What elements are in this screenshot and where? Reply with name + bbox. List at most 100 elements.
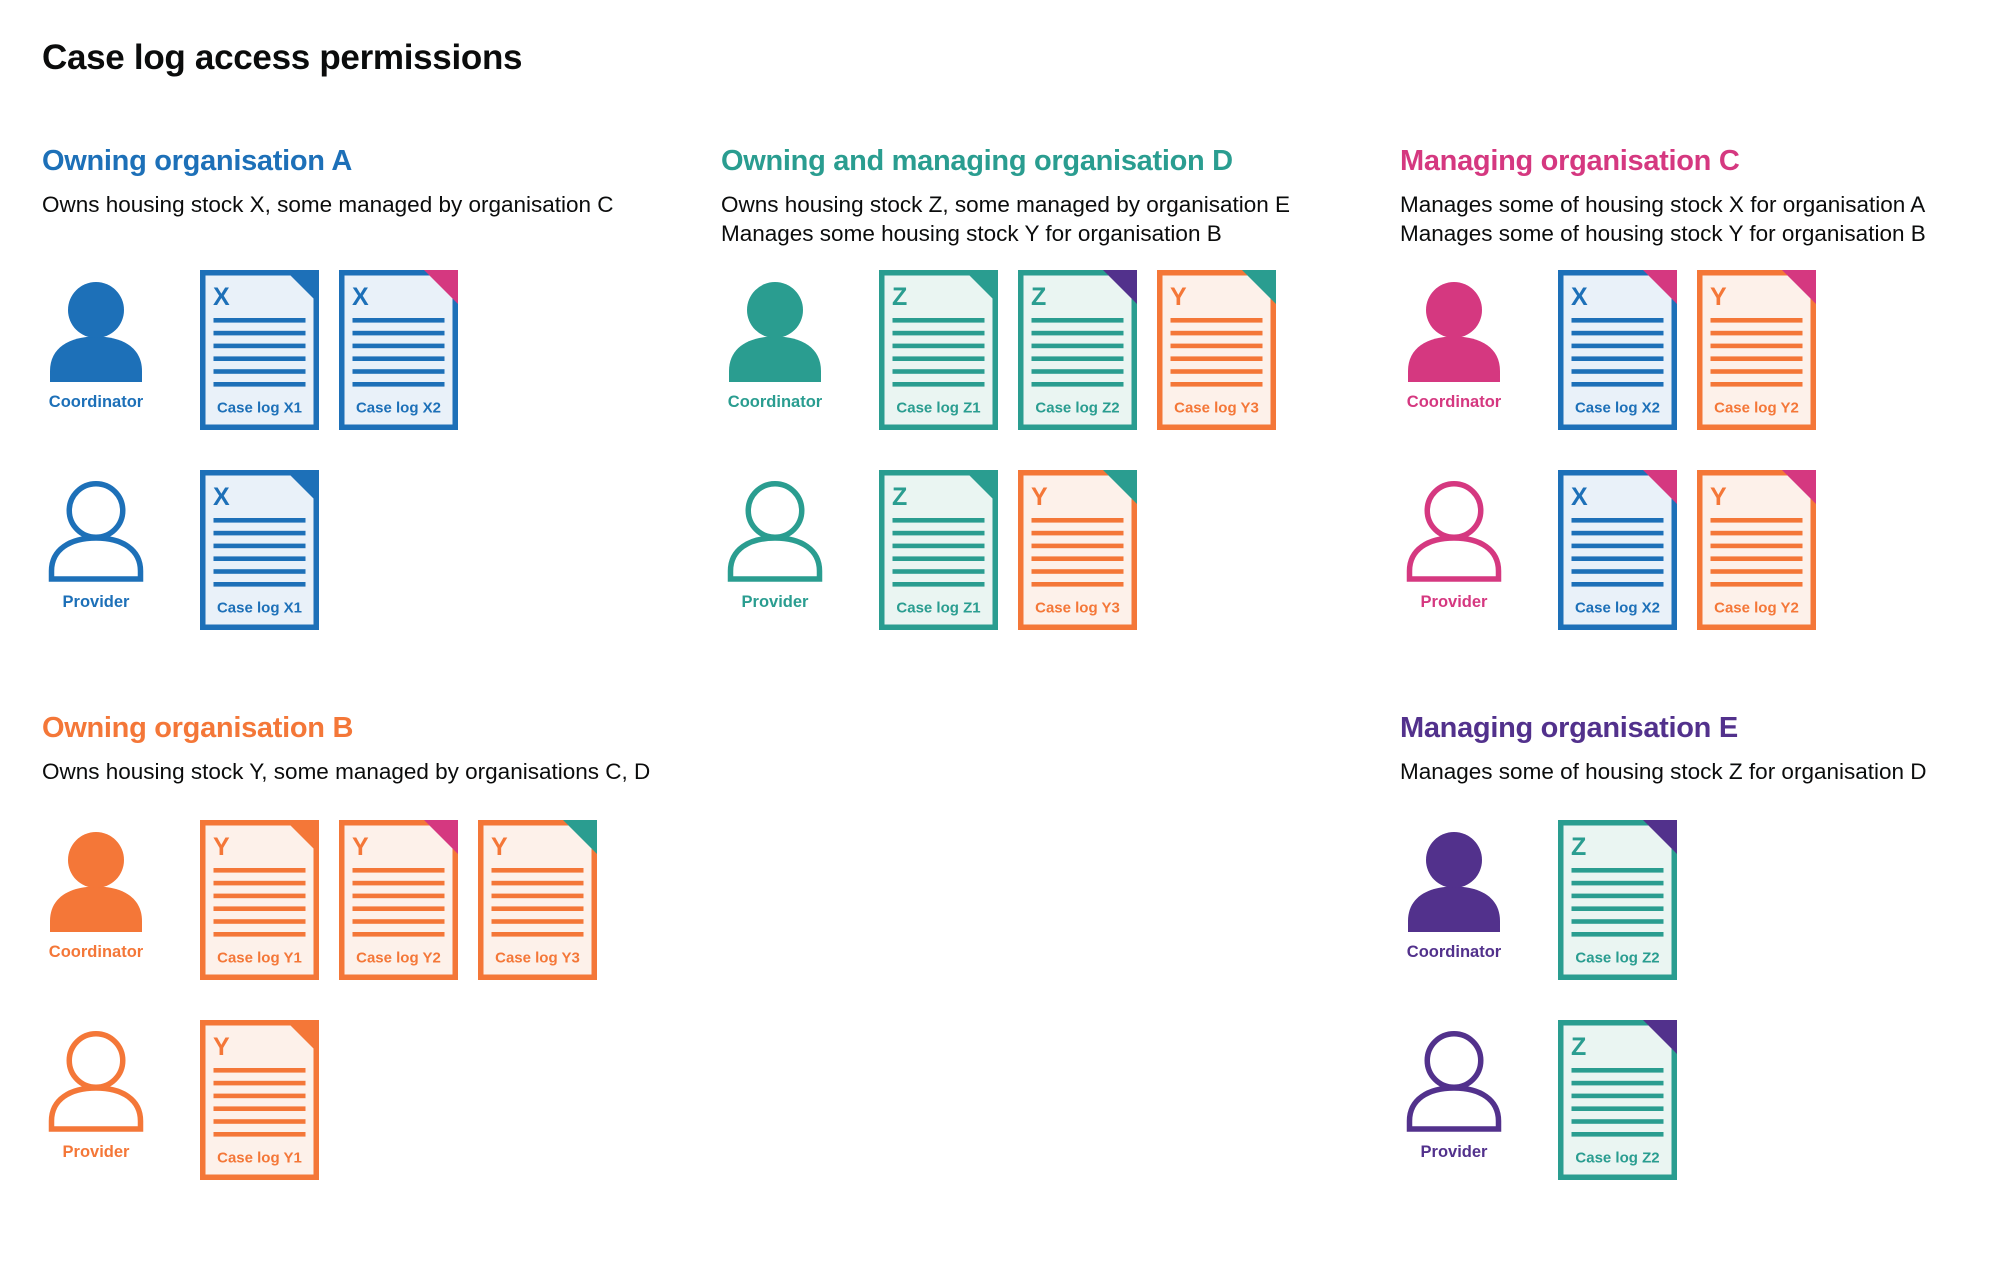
doc-body — [200, 270, 319, 430]
doc-text-line — [1170, 369, 1263, 374]
doc-text-line — [1710, 543, 1803, 549]
doc-text-line — [1031, 356, 1124, 361]
coordinator-figure: Coordinator — [721, 270, 829, 412]
person-icon — [1406, 481, 1502, 582]
doc-text-line — [1571, 518, 1664, 523]
case-log-document-icon: X Case log X2 — [1558, 470, 1677, 630]
person-body — [729, 336, 821, 382]
provider-person-icon — [1404, 477, 1504, 582]
provider-person-icon — [46, 477, 146, 582]
doc-body — [1558, 470, 1677, 630]
doc-body — [200, 1020, 319, 1180]
page-title: Case log access permissions — [42, 38, 523, 77]
doc-text-line — [352, 318, 445, 323]
doc-text-line — [892, 382, 985, 387]
role-label: Provider — [741, 593, 809, 611]
coordinator-person-icon — [46, 277, 146, 382]
doc-text-line — [352, 868, 445, 873]
case-log-docs: Y Case log Y1 Y Case log Y2 Y Case log Y… — [200, 820, 597, 980]
doc-text-line — [352, 880, 445, 886]
person-body — [1406, 1085, 1502, 1132]
doc-label: Case log Z2 — [1575, 1150, 1659, 1167]
case-log-document-icon: Y Case log Y3 — [1018, 470, 1137, 630]
doc-label: Case log Z1 — [896, 400, 980, 417]
provider-figure: Provider — [42, 1020, 150, 1162]
case-log-doc: Y Case log Y3 — [1018, 470, 1137, 630]
doc-text-line — [213, 356, 306, 361]
doc-text-line — [892, 556, 985, 561]
doc-label: Case log Y1 — [217, 1150, 302, 1167]
doc-text-line — [213, 906, 306, 911]
doc-text-line — [892, 356, 985, 361]
doc-text-line — [1710, 330, 1803, 336]
doc-text-line — [892, 582, 985, 587]
doc-label: Case log Z2 — [1575, 950, 1659, 967]
doc-text-line — [1031, 343, 1124, 349]
doc-label: Case log Z2 — [1035, 400, 1119, 417]
doc-text-line — [1571, 880, 1664, 886]
case-log-document-icon: Z Case log Z2 — [1558, 820, 1677, 980]
person-head — [66, 481, 126, 540]
doc-text-line — [1571, 906, 1664, 911]
doc-label: Case log X2 — [1575, 600, 1660, 617]
doc-text-line — [213, 582, 306, 587]
coordinator-row: Coordinator Y Case log Y1 Y Case log Y2 … — [42, 820, 597, 980]
person-body — [1406, 535, 1502, 582]
doc-body — [1558, 1020, 1677, 1180]
person-head — [66, 1031, 126, 1090]
doc-text-line — [213, 382, 306, 387]
case-log-docs: X Case log X2 Y Case log Y2 — [1558, 270, 1816, 430]
doc-text-line — [1710, 382, 1803, 387]
doc-text-line — [213, 932, 306, 937]
doc-text-line — [892, 543, 985, 549]
case-log-document-icon: Y Case log Y2 — [339, 820, 458, 980]
provider-person-icon — [1404, 1027, 1504, 1132]
doc-body — [339, 820, 458, 980]
doc-text-line — [352, 382, 445, 387]
coordinator-row: Coordinator Z Case log Z1 Z Case log Z2 … — [721, 270, 1276, 430]
case-log-doc: Z Case log Z1 — [879, 470, 998, 630]
doc-text-line — [1710, 356, 1803, 361]
doc-text-line — [1710, 518, 1803, 523]
doc-label: Case log X2 — [356, 400, 441, 417]
doc-text-line — [892, 569, 985, 574]
doc-text-line — [1031, 530, 1124, 536]
person-head — [1426, 282, 1482, 338]
role-label: Coordinator — [1406, 393, 1502, 411]
doc-corner-fold — [1643, 470, 1677, 504]
case-log-docs: X Case log X2 Y Case log Y2 — [1558, 470, 1816, 630]
description-line: Manages some of housing stock Y for orga… — [1400, 221, 1926, 246]
case-log-document-icon: Y Case log Y2 — [1697, 470, 1816, 630]
section-description: Owns housing stock Y, some managed by or… — [42, 757, 650, 786]
doc-text-line — [213, 556, 306, 561]
person-icon — [50, 282, 142, 382]
doc-corner-fold — [1242, 270, 1276, 304]
doc-label: Case log Y3 — [495, 950, 580, 967]
section-title: Owning organisation A — [42, 145, 353, 177]
case-log-docs: Z Case log Z1 Y Case log Y3 — [879, 470, 1137, 630]
person-head — [1424, 1031, 1484, 1090]
case-log-document-icon: Z Case log Z2 — [1018, 270, 1137, 430]
doc-text-line — [1571, 1080, 1664, 1086]
doc-text-line — [1571, 919, 1664, 924]
case-log-doc: Y Case log Y2 — [339, 820, 458, 980]
doc-body — [1558, 270, 1677, 430]
doc-corner-fold — [285, 820, 319, 854]
doc-text-line — [892, 530, 985, 536]
doc-corner-fold — [424, 270, 458, 304]
person-icon — [729, 282, 821, 382]
doc-text-line — [1571, 343, 1664, 349]
case-log-doc: X Case log X1 — [200, 470, 319, 630]
doc-text-line — [1571, 530, 1664, 536]
person-head — [745, 481, 805, 540]
doc-text-line — [213, 1132, 306, 1137]
doc-stock-letter: Y — [213, 1033, 230, 1061]
doc-stock-letter: Y — [1031, 483, 1048, 511]
doc-text-line — [213, 1093, 306, 1099]
doc-body — [1697, 270, 1816, 430]
case-log-doc: Z Case log Z1 — [879, 270, 998, 430]
provider-row: Provider X Case log X2 Y Case log Y2 — [1400, 470, 1816, 630]
person-icon — [48, 1031, 144, 1132]
person-body — [50, 336, 142, 382]
case-log-document-icon: Z Case log Z2 — [1558, 1020, 1677, 1180]
